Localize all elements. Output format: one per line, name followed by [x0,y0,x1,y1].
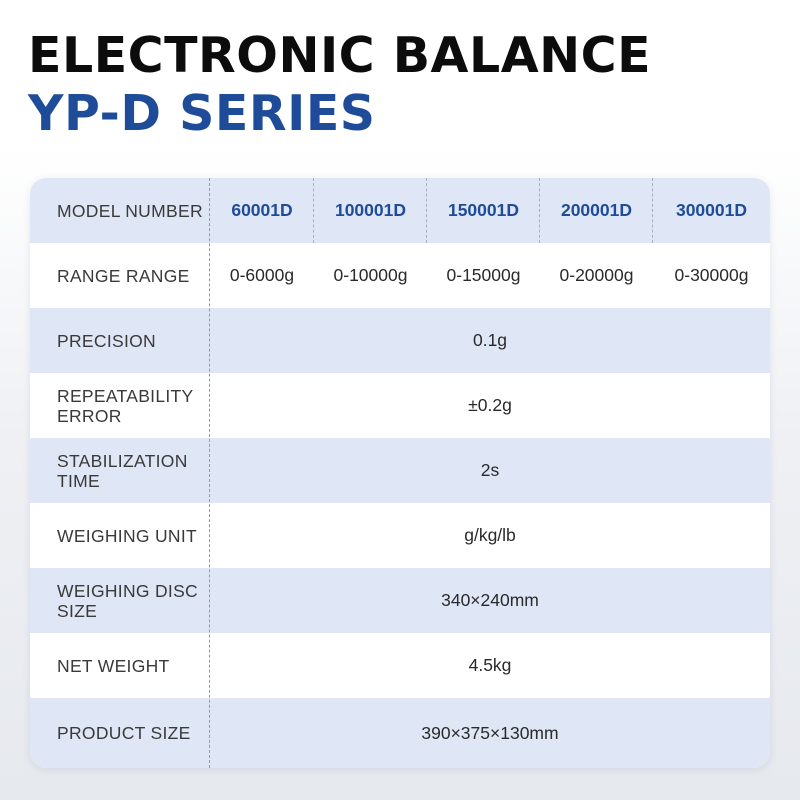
row-label: STABILIZATION TIME [57,450,188,491]
table-row-product-size: PRODUCT SIZE 390×375×130mm [30,698,770,768]
row-label: MODEL NUMBER [57,200,203,221]
row-label: NET WEIGHT [57,655,170,676]
table-row-range: RANGE RANGE 0-6000g 0-10000g 0-15000g 0-… [30,243,770,308]
table-row-repeatability-error: REPEATABILITY ERROR ±0.2g [30,373,770,438]
column-divider [652,178,653,243]
table-row-weighing-unit: WEIGHING UNIT g/kg/lb [30,503,770,568]
table-row-stabilization-time: STABILIZATION TIME 2s [30,438,770,503]
range-cell: 0-30000g [674,265,749,285]
range-cell: 0-10000g [333,265,408,285]
model-cell: 150001D [447,200,520,220]
row-value: 0.1g [472,330,508,350]
model-cell: 300001D [675,200,748,220]
row-label: PRODUCT SIZE [57,723,191,743]
row-label: PRECISION [57,330,156,351]
row-value: ±0.2g [468,395,512,415]
label-column-divider [209,178,210,768]
table-row-precision: PRECISION 0.1g [30,308,770,373]
row-value: 4.5kg [468,655,512,675]
table-row-net-weight: NET WEIGHT 4.5kg [30,633,770,698]
model-cell: 200001D [560,200,633,220]
row-value: 2s [480,460,500,480]
range-cell: 0-6000g [229,265,295,285]
series-subtitle: YP-D SERIES [28,85,376,142]
model-cell: 60001D [231,200,293,220]
row-label: WEIGHING UNIT [57,525,198,546]
table-row-model-number: MODEL NUMBER 60001D 100001D 150001D 2000… [30,178,770,243]
spec-table: MODEL NUMBER 60001D 100001D 150001D 2000… [30,178,770,768]
row-label: RANGE RANGE [57,265,190,286]
range-cell: 0-20000g [559,265,634,285]
row-value: g/kg/lb [464,525,516,545]
column-divider [313,178,314,243]
page-title: ELECTRONIC BALANCE [28,27,652,84]
range-cell: 0-15000g [446,265,521,285]
row-label: REPEATABILITY ERROR [57,385,194,426]
column-divider [426,178,427,243]
row-value: 390×375×130mm [421,722,559,743]
row-value: 340×240mm [441,590,539,610]
table-row-weighing-disc-size: WEIGHING DISC SIZE 340×240mm [30,568,770,633]
model-cell: 100001D [334,200,407,220]
row-label: WEIGHING DISC SIZE [57,580,198,621]
column-divider [539,178,540,243]
